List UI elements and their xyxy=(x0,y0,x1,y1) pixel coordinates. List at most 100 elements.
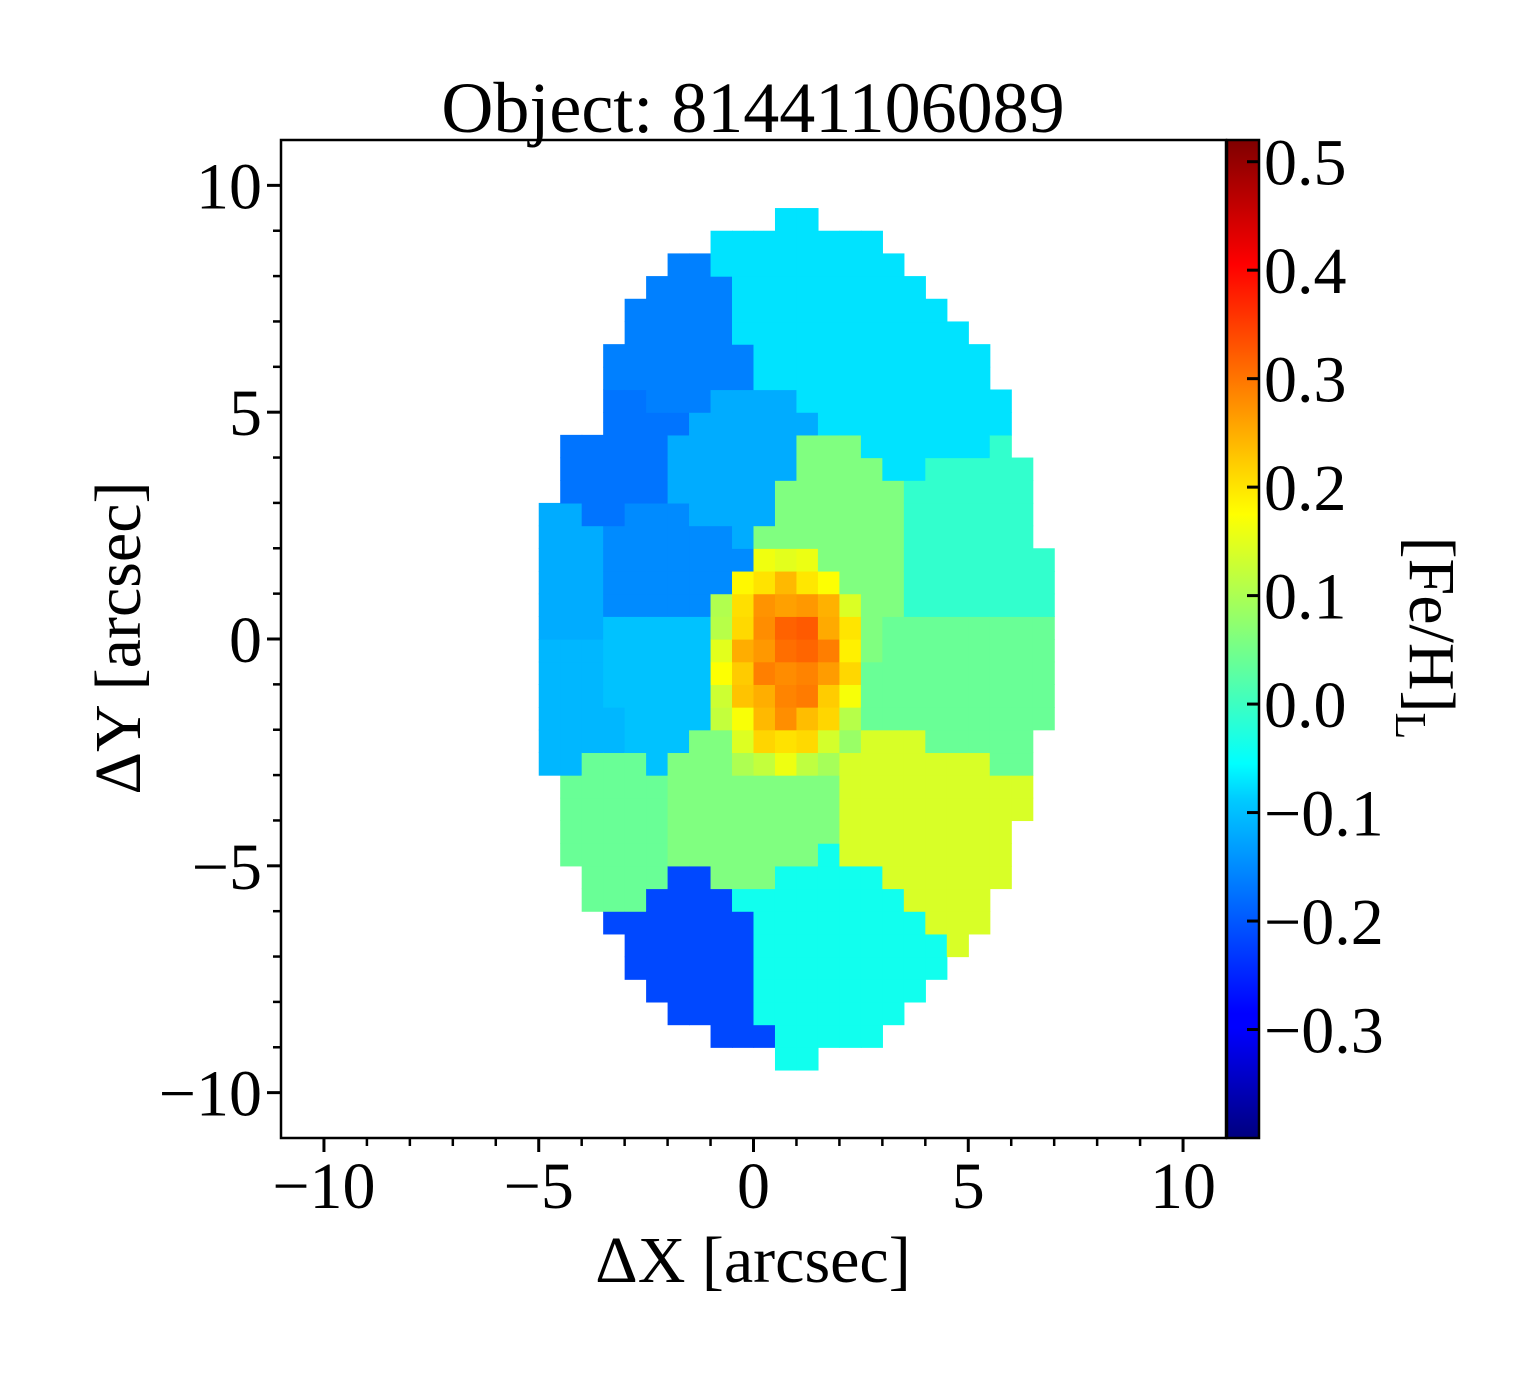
map-pixel xyxy=(710,253,733,277)
map-pixel xyxy=(710,502,733,527)
map-pixel xyxy=(860,752,883,776)
map-pixel xyxy=(925,548,948,572)
map-pixel xyxy=(989,457,1012,481)
map-pixel xyxy=(903,797,926,822)
map-pixel xyxy=(796,457,819,481)
map-pixel xyxy=(817,933,841,958)
map-pixel xyxy=(796,1001,819,1026)
map-pixel xyxy=(882,1001,905,1026)
map-pixel xyxy=(667,389,690,413)
map-pixel xyxy=(903,888,926,912)
map-pixel xyxy=(925,480,948,504)
map-pixel xyxy=(839,321,862,345)
map-pixel xyxy=(689,253,712,277)
map-pixel xyxy=(925,775,948,799)
map-pixel xyxy=(538,616,561,640)
map-pixel xyxy=(989,729,1012,754)
colorbar-label-subscript: L xyxy=(1386,713,1435,740)
map-pixel xyxy=(710,230,733,255)
map-pixel xyxy=(581,797,604,822)
map-pixel xyxy=(774,820,798,844)
map-pixel xyxy=(774,933,798,958)
map-pixel xyxy=(753,593,776,617)
map-pixel xyxy=(796,684,819,708)
map-pixel xyxy=(903,457,926,481)
map-pixel xyxy=(968,707,991,731)
map-pixel xyxy=(689,865,712,890)
map-pixel xyxy=(667,593,690,617)
map-pixel xyxy=(839,480,862,504)
map-pixel xyxy=(946,661,969,685)
map-pixel xyxy=(710,389,733,413)
map-pixel xyxy=(732,911,755,935)
map-pixel xyxy=(903,593,926,617)
map-pixel xyxy=(817,820,841,844)
map-pixel xyxy=(689,457,712,481)
map-pixel xyxy=(903,570,926,595)
map-pixel xyxy=(560,843,583,867)
map-pixel xyxy=(646,525,669,549)
map-pixel xyxy=(817,979,841,1003)
map-pixel xyxy=(860,389,883,413)
map-pixel xyxy=(796,412,819,436)
map-pixel xyxy=(667,684,690,708)
map-pixel xyxy=(925,888,948,912)
map-pixel xyxy=(732,888,755,912)
map-pixel xyxy=(603,661,626,685)
y-tick-label: −5 xyxy=(192,831,262,904)
colorbar-axis: 0.5 0.4 0.3 0.2 0.1 0.0 −0.1 −0.2 −0.3 xyxy=(1247,127,1384,1068)
map-pixel xyxy=(603,865,626,890)
map-pixel xyxy=(882,684,905,708)
map-pixel xyxy=(689,366,712,391)
map-pixel xyxy=(624,298,647,323)
map-pixel xyxy=(989,525,1012,549)
map-pixel xyxy=(581,525,604,549)
map-pixel xyxy=(689,389,712,413)
map-pixel xyxy=(710,956,733,980)
map-pixel xyxy=(774,230,798,255)
map-pixel xyxy=(925,707,948,731)
map-pixel xyxy=(882,480,905,504)
map-pixel xyxy=(946,502,969,527)
map-pixel xyxy=(646,616,669,640)
map-pixel xyxy=(903,298,926,323)
y-tick-label: 5 xyxy=(229,377,262,450)
map-pixel xyxy=(774,707,798,731)
map-pixel xyxy=(732,752,755,776)
map-pixel xyxy=(732,276,755,300)
map-pixel xyxy=(1032,661,1055,685)
map-pixel xyxy=(882,593,905,617)
map-pixel xyxy=(538,502,561,527)
map-pixel xyxy=(860,775,883,799)
map-pixel xyxy=(560,570,583,595)
map-pixel xyxy=(903,865,926,890)
map-pixel xyxy=(839,434,862,459)
map-pixel xyxy=(839,1001,862,1026)
map-pixel xyxy=(603,820,626,844)
map-pixel xyxy=(796,593,819,617)
map-pixel xyxy=(774,865,798,890)
map-pixel xyxy=(796,707,819,731)
map-pixel xyxy=(732,865,755,890)
map-pixel xyxy=(753,979,776,1003)
map-pixel xyxy=(689,888,712,912)
map-pixel xyxy=(925,956,948,980)
map-pixel xyxy=(774,412,798,436)
map-pixel xyxy=(560,729,583,754)
map-pixel xyxy=(817,434,841,459)
map-pixel xyxy=(560,775,583,799)
map-pixel xyxy=(560,797,583,822)
map-pixel xyxy=(946,865,969,890)
map-pixel xyxy=(753,684,776,708)
map-pixel xyxy=(817,298,841,323)
map-pixel xyxy=(968,752,991,776)
map-pixel xyxy=(538,570,561,595)
map-pixel xyxy=(989,434,1012,459)
map-pixel xyxy=(581,457,604,481)
map-pixel xyxy=(710,888,733,912)
map-pixel xyxy=(1011,457,1034,481)
map-pixel xyxy=(646,956,669,980)
colorbar-tick-label: −0.3 xyxy=(1264,995,1384,1068)
map-pixel xyxy=(989,412,1012,436)
map-pixel xyxy=(860,911,883,935)
